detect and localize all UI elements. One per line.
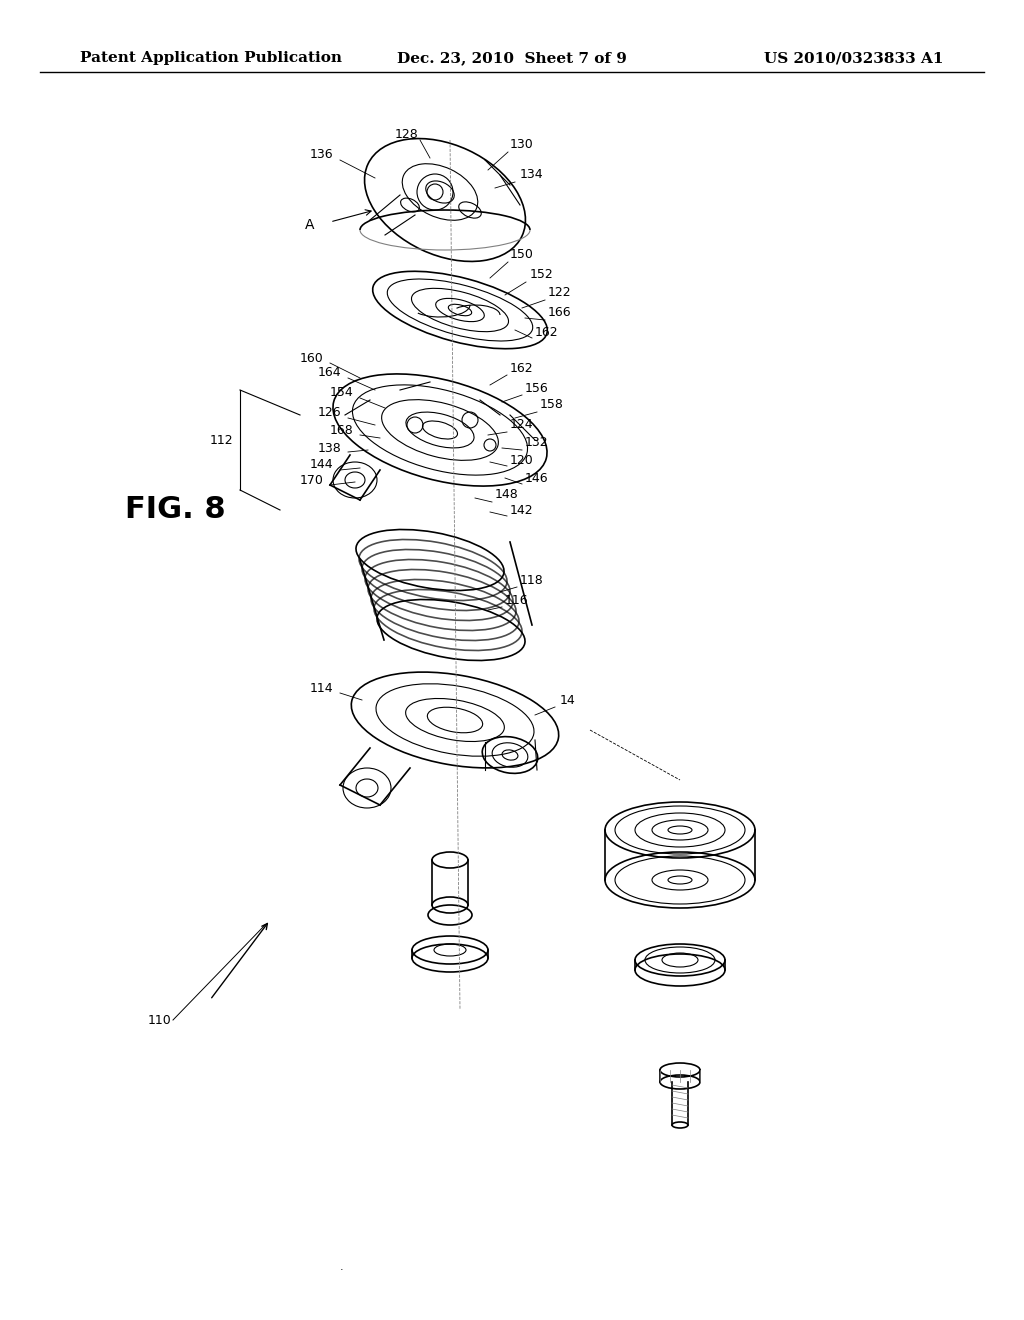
Text: 112: 112 (210, 433, 233, 446)
Text: 114: 114 (310, 681, 334, 694)
Text: 148: 148 (495, 488, 519, 502)
Text: 116: 116 (505, 594, 528, 606)
Text: 158: 158 (540, 399, 564, 412)
Text: 168: 168 (330, 424, 353, 437)
Text: 136: 136 (310, 149, 334, 161)
Text: 122: 122 (548, 286, 571, 300)
Text: 162: 162 (535, 326, 559, 339)
Text: FIG. 8: FIG. 8 (125, 495, 225, 524)
Text: 118: 118 (520, 573, 544, 586)
Text: 156: 156 (525, 381, 549, 395)
Text: .: . (340, 1262, 344, 1272)
Text: 154: 154 (330, 387, 353, 400)
Text: 14: 14 (560, 693, 575, 706)
Text: Patent Application Publication: Patent Application Publication (80, 51, 342, 65)
Text: 138: 138 (318, 441, 342, 454)
Text: 120: 120 (510, 454, 534, 466)
Text: 162: 162 (510, 362, 534, 375)
Text: 130: 130 (510, 139, 534, 152)
Text: 144: 144 (310, 458, 334, 471)
Text: 142: 142 (510, 503, 534, 516)
Text: 134: 134 (520, 169, 544, 181)
Text: 170: 170 (300, 474, 324, 487)
Text: 124: 124 (510, 418, 534, 432)
Text: 110: 110 (148, 1014, 172, 1027)
Text: Dec. 23, 2010  Sheet 7 of 9: Dec. 23, 2010 Sheet 7 of 9 (397, 51, 627, 65)
Text: 150: 150 (510, 248, 534, 261)
Text: 128: 128 (395, 128, 419, 141)
Text: 160: 160 (300, 351, 324, 364)
Text: US 2010/0323833 A1: US 2010/0323833 A1 (765, 51, 944, 65)
Text: 126: 126 (318, 407, 342, 420)
Text: 132: 132 (525, 437, 549, 450)
Text: A: A (305, 218, 314, 232)
Text: 166: 166 (548, 306, 571, 319)
Text: 152: 152 (530, 268, 554, 281)
Text: 164: 164 (318, 367, 342, 380)
Text: 146: 146 (525, 471, 549, 484)
